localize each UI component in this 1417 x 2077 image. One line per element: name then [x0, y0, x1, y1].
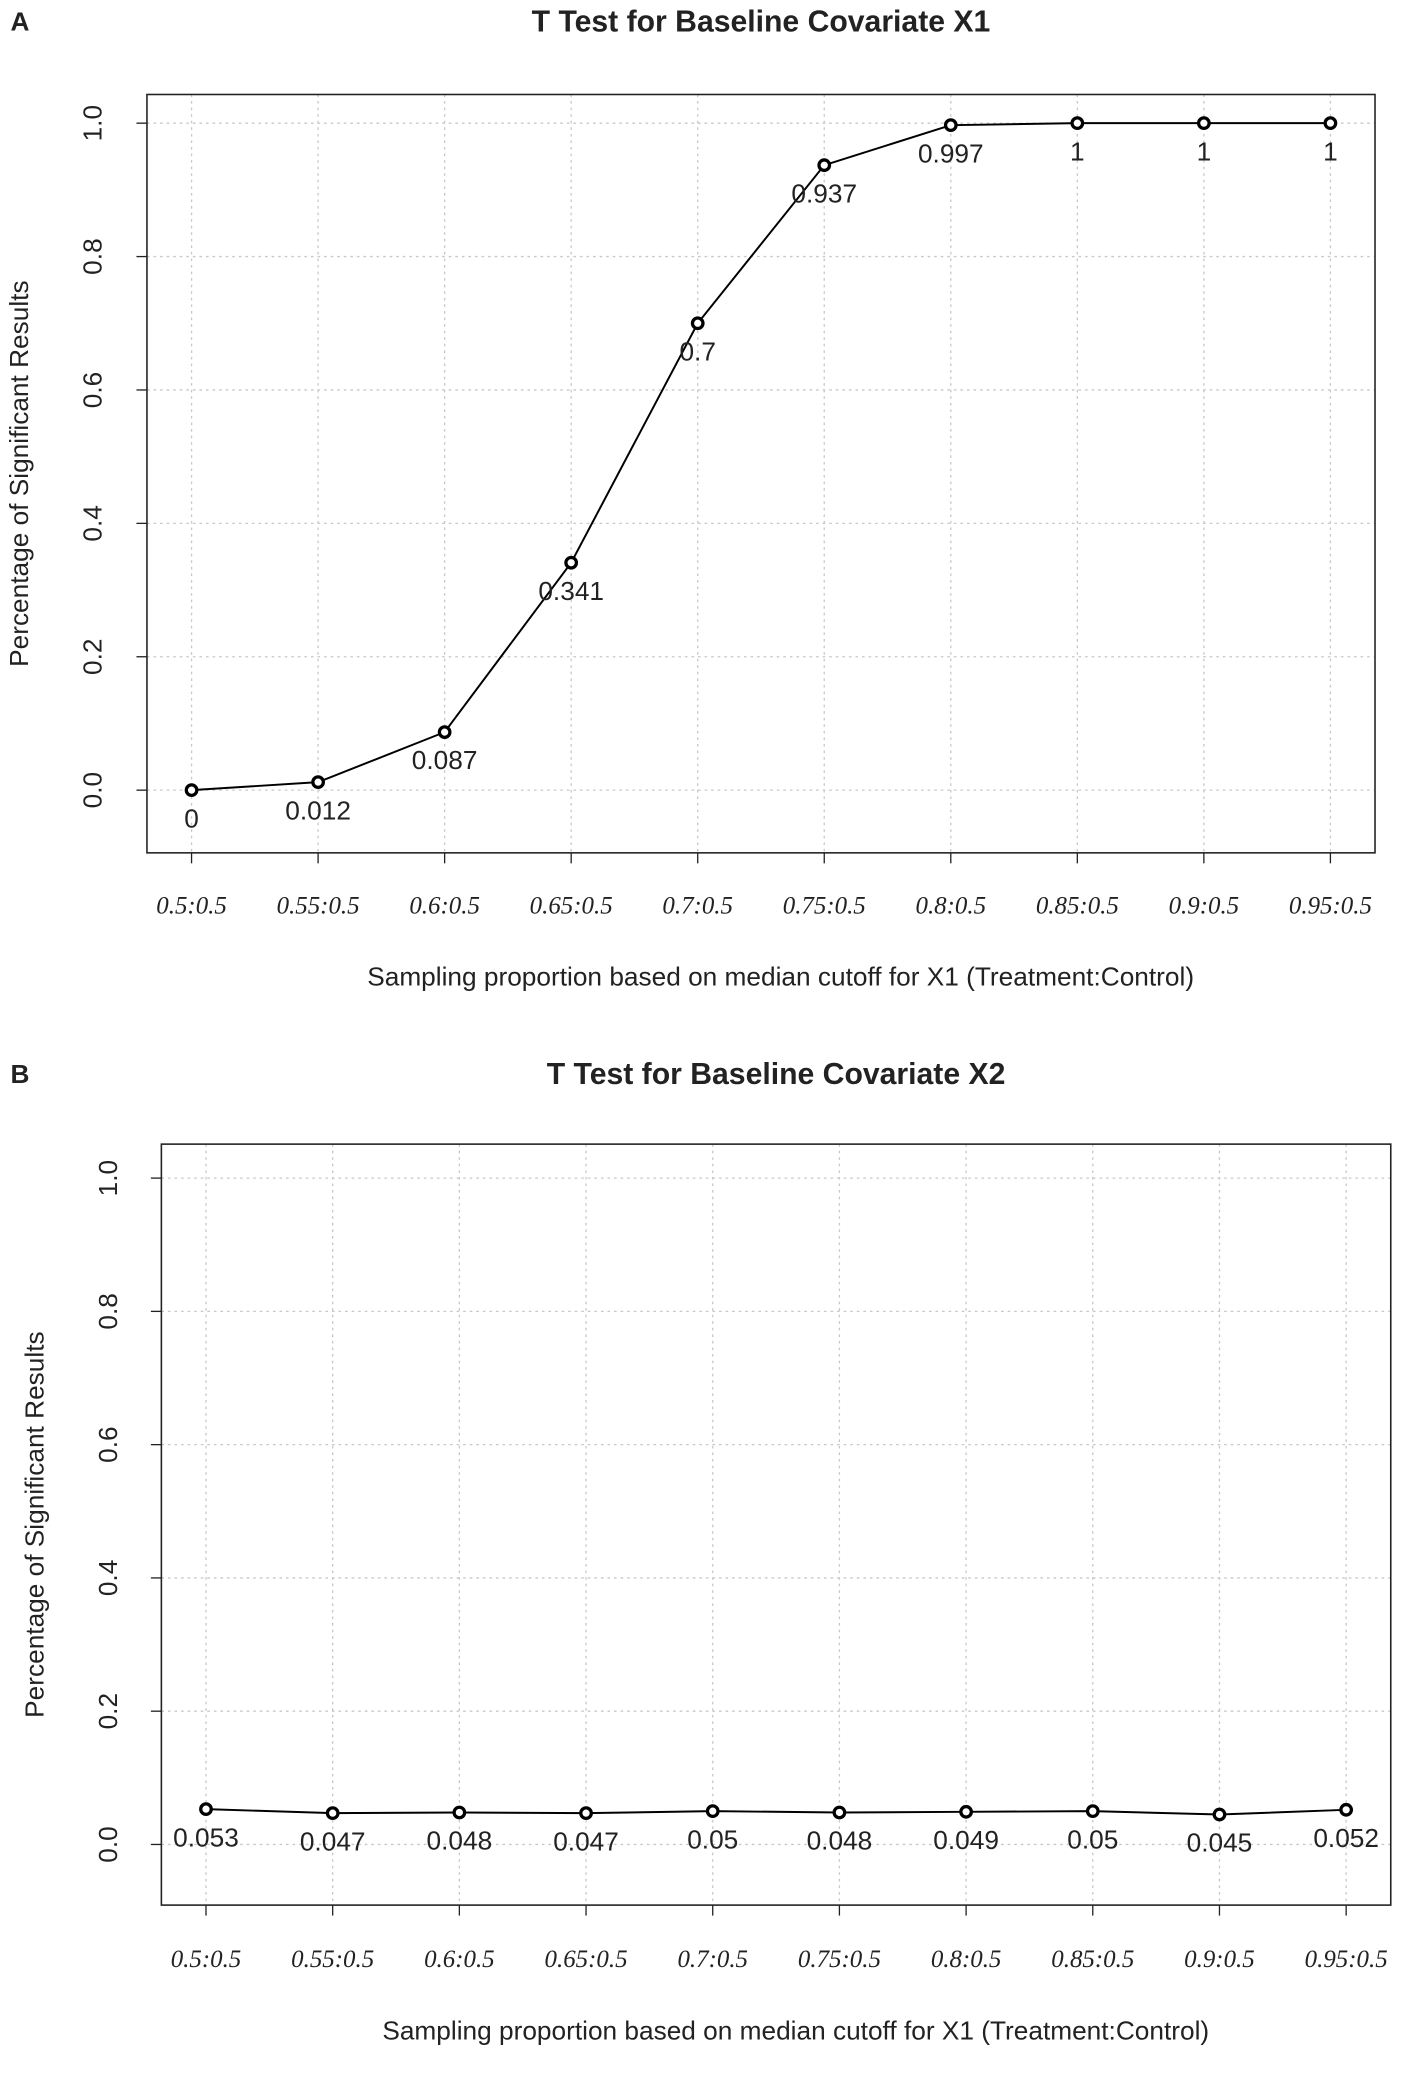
data-label: 0.05	[1067, 1824, 1118, 1854]
y-tick-label: 0.2	[93, 1693, 123, 1729]
data-label: 0.997	[918, 138, 984, 168]
x-tick-label: 0.9:0.5	[1169, 893, 1240, 920]
data-point	[184, 783, 199, 798]
y-axis-title: Percentage of Significant Results	[4, 280, 34, 666]
data-label: 1	[1070, 136, 1085, 166]
x-axis-title: Sampling proportion based on median cuto…	[367, 962, 1194, 992]
chart-title: T Test for Baseline Covariate X1	[532, 6, 991, 39]
data-label: 0.05	[687, 1824, 738, 1854]
data-point	[1070, 116, 1085, 131]
y-tick-label: 0.6	[77, 372, 107, 408]
data-point	[437, 725, 452, 740]
data-label: 1	[1197, 136, 1212, 166]
data-point	[943, 118, 958, 133]
y-tick-label: 0.0	[77, 772, 107, 808]
x-tick-label: 0.6:0.5	[409, 893, 480, 920]
x-tick-label: 0.75:0.5	[798, 1946, 881, 1973]
data-point	[199, 1802, 213, 1817]
data-label: 0.012	[285, 795, 351, 825]
y-tick-label: 0.6	[93, 1426, 123, 1462]
data-point	[564, 555, 579, 570]
data-point	[690, 316, 705, 331]
y-tick-label: 0.2	[77, 639, 107, 675]
data-point	[579, 1806, 593, 1821]
data-label: 0.087	[412, 745, 478, 775]
x-tick-label: 0.75:0.5	[783, 893, 866, 920]
data-point	[452, 1805, 467, 1820]
plot-frame	[146, 93, 1376, 854]
x-tick-label: 0.9:0.5	[1184, 1946, 1255, 1973]
data-point	[325, 1806, 340, 1821]
data-label: 0.049	[933, 1825, 999, 1855]
x-tick-label: 0.8:0.5	[916, 893, 987, 920]
plot-frame	[160, 1143, 1392, 1906]
x-tick-label: 0.8:0.5	[931, 1946, 1002, 1973]
y-tick-label: 0.8	[93, 1293, 123, 1329]
data-point	[817, 158, 832, 173]
y-tick-label: 0.8	[77, 238, 107, 274]
panel-label: B	[10, 1059, 29, 1089]
data-label: 0.7	[679, 336, 715, 366]
y-tick-label: 1.0	[93, 1160, 123, 1196]
series-line	[191, 122, 1331, 792]
x-tick-label: 0.65:0.5	[545, 1946, 628, 1973]
y-tick-label: 0.0	[93, 1826, 123, 1862]
x-tick-label: 0.5:0.5	[156, 893, 227, 920]
x-tick-label: 0.7:0.5	[662, 893, 733, 920]
x-tick-label: 0.7:0.5	[677, 1946, 748, 1973]
data-label: 0	[184, 803, 199, 833]
x-tick-label: 0.5:0.5	[171, 1946, 242, 1973]
data-label: 0.053	[173, 1822, 239, 1852]
data-point	[1196, 116, 1211, 131]
y-tick-label: 0.4	[93, 1560, 123, 1596]
data-label: 0.052	[1313, 1823, 1379, 1853]
data-point	[1085, 1804, 1100, 1819]
data-point	[1339, 1802, 1354, 1817]
data-point	[1212, 1807, 1227, 1822]
x-tick-label: 0.95:0.5	[1305, 1946, 1388, 1973]
x-tick-label: 0.55:0.5	[277, 893, 360, 920]
data-point	[1323, 116, 1338, 131]
data-label: 0.047	[553, 1826, 619, 1856]
y-tick-label: 0.4	[77, 505, 107, 541]
x-axis-title: Sampling proportion based on median cuto…	[382, 2015, 1209, 2045]
data-point	[959, 1804, 973, 1819]
data-label: 0.048	[427, 1826, 493, 1856]
data-label: 0.047	[300, 1826, 366, 1856]
x-tick-label: 0.95:0.5	[1289, 893, 1372, 920]
data-label: 0.341	[538, 576, 604, 606]
panel-label: A	[10, 7, 29, 37]
y-tick-label: 1.0	[77, 105, 107, 141]
y-axis-title: Percentage of Significant Results	[20, 1331, 50, 1717]
x-tick-label: 0.85:0.5	[1051, 1946, 1134, 1973]
data-label: 0.045	[1187, 1828, 1253, 1858]
x-tick-label: 0.55:0.5	[291, 1946, 374, 1973]
data-point	[832, 1805, 847, 1820]
x-tick-label: 0.65:0.5	[530, 893, 613, 920]
data-label: 1	[1323, 136, 1338, 166]
x-tick-label: 0.6:0.5	[424, 1946, 495, 1973]
data-label: 0.937	[791, 178, 857, 208]
x-tick-label: 0.85:0.5	[1036, 893, 1119, 920]
series-line	[205, 1808, 1347, 1816]
data-point	[705, 1804, 720, 1819]
data-point	[311, 775, 325, 790]
chart-title: T Test for Baseline Covariate X2	[547, 1058, 1006, 1091]
data-label: 0.048	[807, 1826, 873, 1856]
